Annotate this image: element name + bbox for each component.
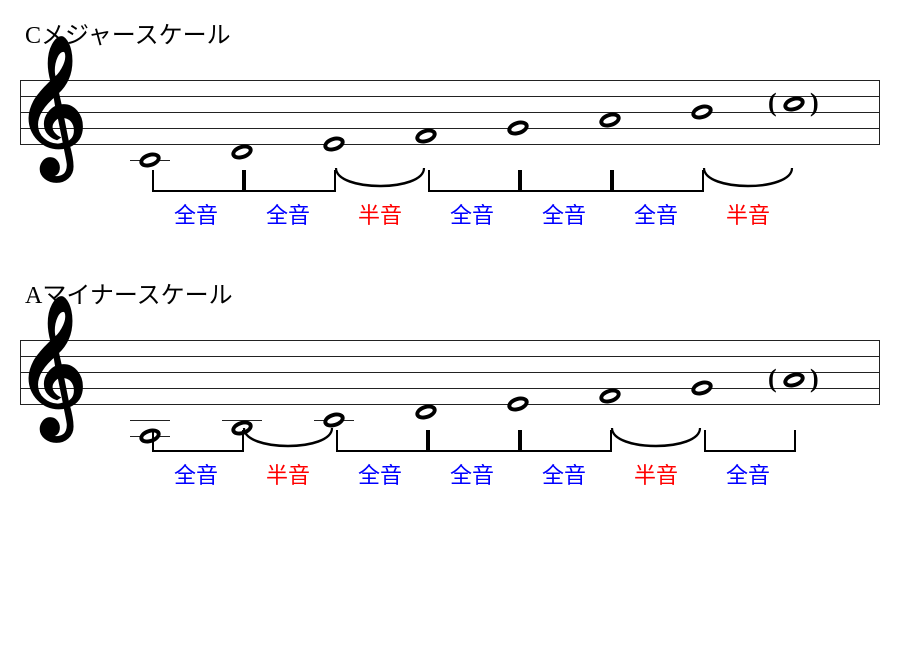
label-whole-tone: 全音: [242, 198, 334, 230]
intervals-row: 全音半音全音全音全音半音全音: [20, 430, 880, 500]
ledger-line: [130, 420, 170, 421]
label-half-tone: 半音: [610, 458, 702, 490]
label-whole-tone: 全音: [150, 458, 242, 490]
staff: 𝄞(): [20, 60, 880, 170]
staff-lines: [20, 80, 880, 145]
bracket-square: [428, 430, 520, 452]
bracket-square: [520, 430, 612, 452]
bracket-curve: [244, 428, 332, 452]
bracket-curve: [612, 428, 700, 452]
label-half-tone: 半音: [702, 198, 794, 230]
label-whole-tone: 全音: [150, 198, 242, 230]
scale-block: Aマイナースケール𝄞()全音半音全音全音全音半音全音: [20, 275, 880, 500]
label-half-tone: 半音: [242, 458, 334, 490]
bracket-square: [428, 170, 520, 192]
label-whole-tone: 全音: [426, 198, 518, 230]
note: [137, 150, 162, 170]
bracket-curve: [704, 168, 792, 192]
label-whole-tone: 全音: [702, 458, 794, 490]
label-half-tone: 半音: [334, 198, 426, 230]
bracket-square: [612, 170, 704, 192]
label-whole-tone: 全音: [426, 458, 518, 490]
label-whole-tone: 全音: [518, 198, 610, 230]
bracket-curve: [336, 168, 424, 192]
intervals-row: 全音全音半音全音全音全音半音: [20, 170, 880, 240]
paren-open: (: [768, 364, 777, 394]
label-whole-tone: 全音: [334, 458, 426, 490]
staff: 𝄞(): [20, 320, 880, 430]
paren-close: ): [810, 88, 819, 118]
bracket-square: [704, 430, 796, 452]
scale-block: Cメジャースケール𝄞()全音全音半音全音全音全音半音: [20, 15, 880, 240]
scale-title: Aマイナースケール: [25, 275, 880, 310]
label-whole-tone: 全音: [518, 458, 610, 490]
bracket-square: [336, 430, 428, 452]
treble-clef-icon: 𝄞: [16, 46, 87, 166]
scale-title: Cメジャースケール: [25, 15, 880, 50]
treble-clef-icon: 𝄞: [16, 306, 87, 426]
bracket-square: [152, 170, 244, 192]
bracket-square: [244, 170, 336, 192]
staff-lines: [20, 340, 880, 405]
bracket-square: [152, 430, 244, 452]
paren-close: ): [810, 364, 819, 394]
label-whole-tone: 全音: [610, 198, 702, 230]
paren-open: (: [768, 88, 777, 118]
bracket-square: [520, 170, 612, 192]
